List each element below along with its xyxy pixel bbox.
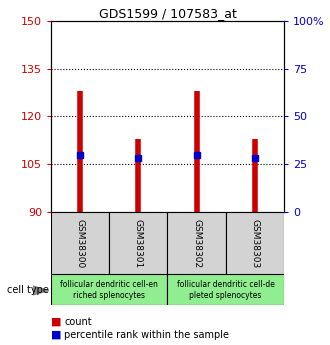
Bar <box>109 212 167 274</box>
Text: count: count <box>64 317 92 326</box>
Text: ■: ■ <box>51 330 62 339</box>
Bar <box>226 212 284 274</box>
Bar <box>51 212 109 274</box>
Text: cell type: cell type <box>7 286 49 295</box>
Bar <box>167 274 284 305</box>
Bar <box>167 212 226 274</box>
Text: GSM38302: GSM38302 <box>192 219 201 268</box>
Text: follicular dendritic cell-de
pleted splenocytes: follicular dendritic cell-de pleted sple… <box>177 280 275 299</box>
Text: GSM38303: GSM38303 <box>250 219 259 268</box>
Text: percentile rank within the sample: percentile rank within the sample <box>64 330 229 339</box>
Bar <box>51 274 167 305</box>
Title: GDS1599 / 107583_at: GDS1599 / 107583_at <box>99 7 236 20</box>
Text: GSM38300: GSM38300 <box>76 219 85 268</box>
Text: ■: ■ <box>51 317 62 326</box>
Text: GSM38301: GSM38301 <box>134 219 143 268</box>
Polygon shape <box>33 286 49 295</box>
Text: follicular dendritic cell-en
riched splenocytes: follicular dendritic cell-en riched sple… <box>60 280 158 299</box>
